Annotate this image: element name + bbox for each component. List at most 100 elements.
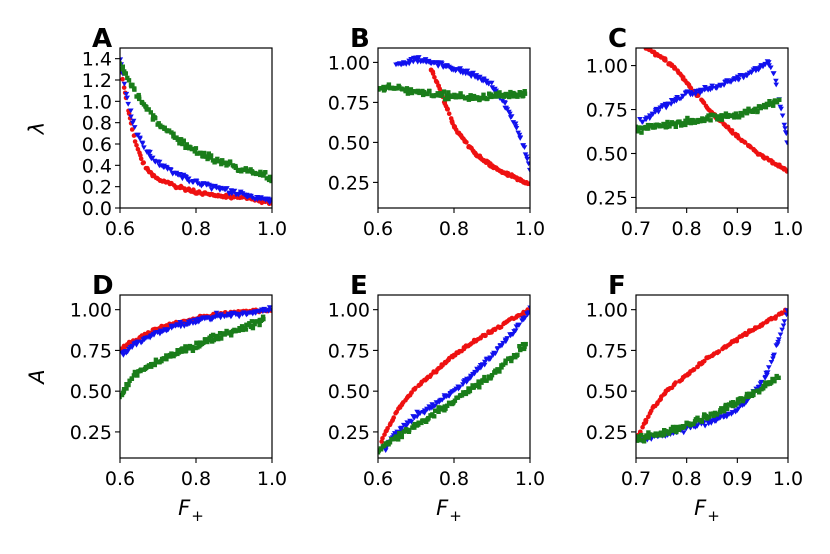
point-blue [422,57,429,62]
point-green [683,122,688,128]
point-blue [439,397,446,403]
series-blue-d [120,305,272,358]
point-green [252,321,257,327]
point-blue [258,195,264,200]
point-blue [165,327,172,333]
y-tick-label-b: 0.50 [328,132,370,154]
point-green [523,341,528,347]
point-green [509,355,514,361]
point-green [636,129,641,134]
x-tick-label-c: 0.7 [621,218,651,240]
point-green [708,412,713,417]
point-green [466,97,472,102]
scatter-points-c [636,48,788,174]
point-green [476,381,481,387]
point-green [691,118,696,123]
point-green [236,328,241,333]
point-blue [734,74,741,80]
point-green [674,424,679,430]
point-blue [502,100,508,106]
point-red [430,69,436,74]
x-tick-label-e: 1.0 [515,468,545,490]
y-tick-label-d: 0.25 [70,422,112,444]
y-tick-label-e: 1.00 [328,300,370,322]
point-green [270,174,272,180]
point-green [396,437,401,442]
point-blue [526,310,530,316]
point-green [249,319,255,324]
point-green [260,314,266,319]
point-green [215,156,220,162]
point-blue [782,126,788,131]
point-blue [766,365,772,371]
point-green [421,92,426,98]
axes-frame-a [119,47,273,209]
point-green [748,108,753,113]
scatter-points-d [120,305,272,400]
point-blue [649,111,656,117]
point-green [169,351,174,356]
point-green [148,110,153,115]
x-tick-label-f: 0.8 [672,468,702,490]
point-green [673,427,678,432]
point-green [512,91,517,97]
point-green [671,428,676,433]
point-green [673,124,678,129]
point-blue [643,117,650,122]
point-green [207,338,212,343]
point-green [663,125,668,130]
point-blue [504,107,511,113]
point-green [219,158,225,163]
point-green [407,427,412,433]
series-green-d [120,314,266,400]
point-red [141,160,146,165]
point-blue [640,119,646,125]
point-blue [506,109,512,115]
point-red [129,127,135,132]
point-green [130,82,135,88]
point-blue [213,310,220,316]
y-tick-label-a: 1.2 [82,70,112,92]
point-green [219,161,224,167]
y-tick-label-a: 1.4 [82,49,112,71]
y-tick-label-a: 0.8 [82,113,112,135]
point-green [508,92,513,97]
point-green [476,379,481,384]
point-red [742,140,748,145]
point-red [702,358,707,364]
point-blue [709,86,716,91]
point-green [387,440,393,445]
series-blue-a [120,57,272,206]
point-blue [699,89,705,94]
x-tick-label-b: 1.0 [515,218,545,240]
point-green [636,438,639,443]
point-green [205,156,210,162]
point-green [462,96,468,101]
point-green [761,104,766,109]
point-blue [137,135,143,141]
point-green [441,89,447,94]
point-green [653,433,659,438]
point-blue [510,120,517,125]
point-green [687,423,693,428]
point-green [121,387,127,392]
point-green [121,389,127,394]
point-green [482,374,487,380]
point-blue [135,132,141,138]
point-green [728,113,733,119]
point-blue [243,312,250,318]
y-tick-label-d: 0.50 [70,381,112,403]
point-green [641,439,647,444]
point-green [166,128,172,133]
point-blue [673,98,680,104]
series-green-e [378,341,528,455]
point-blue [147,149,153,155]
series-green-b [378,82,528,103]
point-green [122,71,127,76]
point-blue [190,180,197,185]
y-tick-label-b: 1.00 [328,52,370,74]
point-green [475,95,480,100]
series-green-f [636,373,781,444]
point-blue [179,321,185,327]
point-green [763,105,769,110]
